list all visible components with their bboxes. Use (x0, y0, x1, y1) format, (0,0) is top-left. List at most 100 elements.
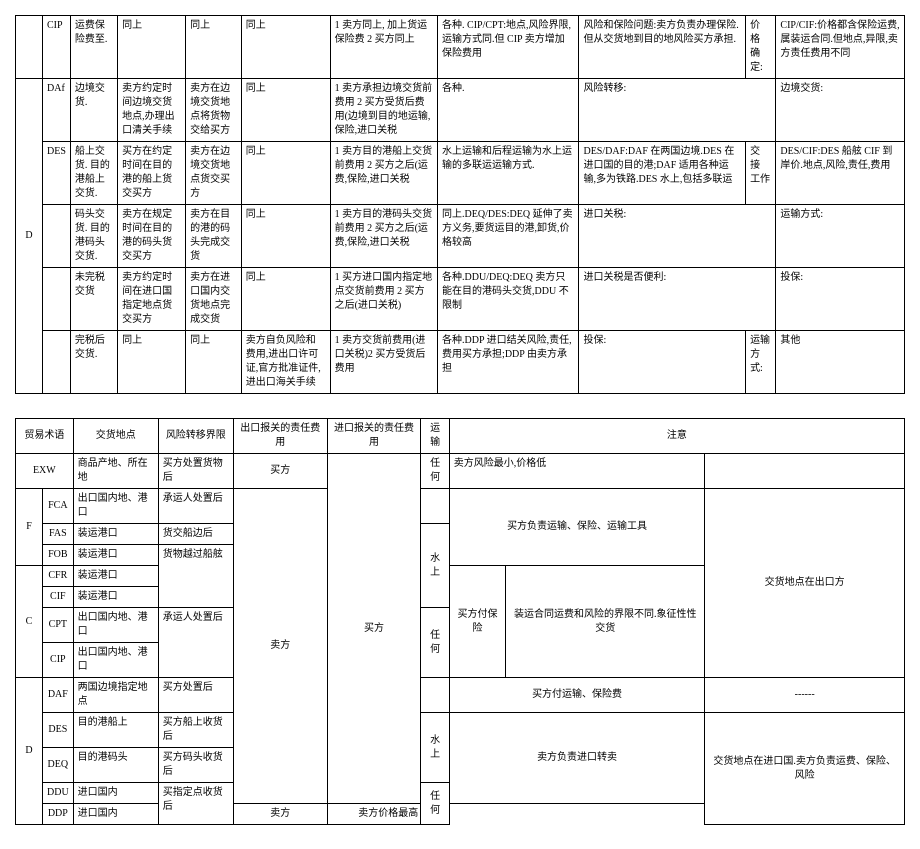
cell: 买方处置后 (158, 678, 233, 713)
table-row: 未完税交货 卖方约定时间在进口国指定地点货交买方 卖方在进口国内交货地点完成交货… (16, 268, 905, 331)
cell-code: DDP (43, 804, 74, 825)
cell: 承运人处置后 (158, 608, 233, 678)
cell-code: DES (43, 142, 71, 205)
cell: 目的港码头 (73, 748, 158, 783)
cell: 买方在约定时间在目的港的船上货交买方 (118, 142, 186, 205)
cell: 买指定点收货后 (158, 783, 233, 825)
cell: 装运港口 (73, 545, 158, 566)
cell: 船上交货. 目的港船上交货. (70, 142, 117, 205)
group-label: D (16, 79, 43, 394)
col-header: 注意 (449, 419, 904, 454)
cell: 买方处置货物后 (158, 454, 233, 489)
cell (421, 678, 449, 713)
cell: 1 卖方承担边境交货前费用 2 买方受货后费用(边境到目的地运输,保险,进口关税 (330, 79, 437, 142)
cell: 卖方在边境交货地点将货物交给买方 (186, 79, 242, 142)
cell: 各种.DDU/DEQ:DEQ 卖方只能在目的港码头交货,DDU 不限制 (438, 268, 579, 331)
cell: 装运港口 (73, 566, 158, 587)
col-header: 贸易术语 (16, 419, 74, 454)
cell: 投保: (579, 331, 746, 394)
group-label: F (16, 489, 43, 566)
cell: 买方码头收货后 (158, 748, 233, 783)
cell: 出口国内地、港口 (73, 608, 158, 643)
cell: 各种. (438, 79, 579, 142)
group-label: D (16, 678, 43, 825)
cell: 1 卖方同上, 加上货运保险费 2 买方同上 (330, 16, 437, 79)
cell: 交货地点在进口国.卖方负责运费、保险、风险 (705, 713, 905, 825)
cell: 卖方在规定时间在目的港的码头货交买方 (118, 205, 186, 268)
cell-code: CIF (43, 587, 74, 608)
cell: 同上 (241, 205, 330, 268)
cell: 装运港口 (73, 524, 158, 545)
cell: 装运港口 (73, 587, 158, 608)
cell-code: EXW (16, 454, 74, 489)
cell: 运输方式: (776, 205, 905, 268)
cell: 交货地点在出口方 (705, 489, 905, 678)
cell-code: DAF (43, 678, 74, 713)
cell: 货交船边后 (158, 524, 233, 545)
table-row: CIP 运费保险费至. 同上 同上 同上 1 卖方同上, 加上货运保险费 2 买… (16, 16, 905, 79)
col-header: 交货地点 (73, 419, 158, 454)
cell: 同上 (241, 79, 330, 142)
col-header: 出口报关的责任费用 (233, 419, 327, 454)
table-row: DES 目的港船上 买方船上收货后 水上 卖方负责进口转卖 交货地点在进口国.卖… (16, 713, 905, 748)
cell (421, 489, 449, 524)
cell: 边境交货: (776, 79, 905, 142)
cell-code: DDU (43, 783, 74, 804)
cell: 同上 (241, 142, 330, 205)
cell-code: DAf (43, 79, 71, 142)
cell-code: FOB (43, 545, 74, 566)
cell: 目的港船上 (73, 713, 158, 748)
table-row: 完税后交货. 同上 同上 卖方自负风险和费用,进出口许可证,官方批准证件,进出口… (16, 331, 905, 394)
cell: 码头交货. 目的港码头交货. (70, 205, 117, 268)
cell: 同上 (241, 268, 330, 331)
table-row: EXW 商品产地、所在地 买方处置货物后 买方 买方 任何 卖方风险最小,价格低 (16, 454, 905, 489)
cell: 运输方式: (746, 331, 776, 394)
table-row: 码头交货. 目的港码头交货. 卖方在规定时间在目的港的码头货交买方 卖方在目的港… (16, 205, 905, 268)
cell: 水上 (421, 713, 449, 783)
cell: 卖方约定时间边境交货地点,办理出口清关手续 (118, 79, 186, 142)
cell-code: CIP (43, 643, 74, 678)
table-header-row: 贸易术语 交货地点 风险转移界限 出口报关的责任费用 进口报关的责任费用 运输 … (16, 419, 905, 454)
table-row: F FCA 出口国内地、港口 承运人处置后 卖方 买方负责运输、保险、运输工具 … (16, 489, 905, 524)
cell: 卖方自负风险和费用,进出口许可证,官方批准证件,进出口海关手续 (241, 331, 330, 394)
cell: 1 买方进口国内指定地点交货前费用 2 买方之后(进口关税) (330, 268, 437, 331)
cell: 1 卖方交货前费用(进口关税)2 买方受货后费用 (330, 331, 437, 394)
cell-code: DEQ (43, 748, 74, 783)
cell: 同上.DEQ/DES:DEQ 延伸了卖方义务,要货运目的港,卸货,价格较高 (438, 205, 579, 268)
cell: 其他 (776, 331, 905, 394)
cell: 进口国内 (73, 783, 158, 804)
incoterms-detail-table: CIP 运费保险费至. 同上 同上 同上 1 卖方同上, 加上货运保险费 2 买… (15, 15, 905, 394)
cell: 同上 (118, 16, 186, 79)
cell: 商品产地、所在地 (73, 454, 158, 489)
cell: 出口国内地、港口 (73, 489, 158, 524)
table-row: D DAf 边境交货. 卖方约定时间边境交货地点,办理出口清关手续 卖方在边境交… (16, 79, 905, 142)
cell: 边境交货. (70, 79, 117, 142)
cell: 出口国内地、港口 (73, 643, 158, 678)
cell: 进口关税: (579, 205, 776, 268)
cell: 同上 (118, 331, 186, 394)
cell: 卖方在目的港的码头完成交货 (186, 205, 242, 268)
cell: 两国边境指定地点 (73, 678, 158, 713)
cell: 买方负责运输、保险、运输工具 (449, 489, 705, 566)
cell: 各种. CIP/CPT:地点,风险界限,运输方式同.但 CIP 卖方增加保险费用 (438, 16, 579, 79)
table-row: DES 船上交货. 目的港船上交货. 买方在约定时间在目的港的船上货交买方 卖方… (16, 142, 905, 205)
cell: 卖方 (233, 489, 327, 804)
cell-code: CPT (43, 608, 74, 643)
cell: 买方 (327, 454, 421, 804)
cell: 卖方约定时间在进口国指定地点货交买方 (118, 268, 186, 331)
col-header: 风险转移界限 (158, 419, 233, 454)
cell: 各种.DDP 进口结关风险,责任,费用买方承担;DDP 由卖方承担 (438, 331, 579, 394)
cell: 进口关税是否便利: (579, 268, 776, 331)
cell: 未完税交货 (70, 268, 117, 331)
cell: 同上 (186, 16, 242, 79)
cell: 买方船上收货后 (158, 713, 233, 748)
col-header: 进口报关的责任费用 (327, 419, 421, 454)
cell: 价 格 确定: (746, 16, 776, 79)
cell: 卖方风险最小,价格低 (449, 454, 705, 489)
cell-code: FCA (43, 489, 74, 524)
cell (705, 454, 905, 489)
cell: 投保: (776, 268, 905, 331)
cell-code (43, 331, 71, 394)
cell-code (43, 268, 71, 331)
cell: 任何 (421, 608, 449, 678)
